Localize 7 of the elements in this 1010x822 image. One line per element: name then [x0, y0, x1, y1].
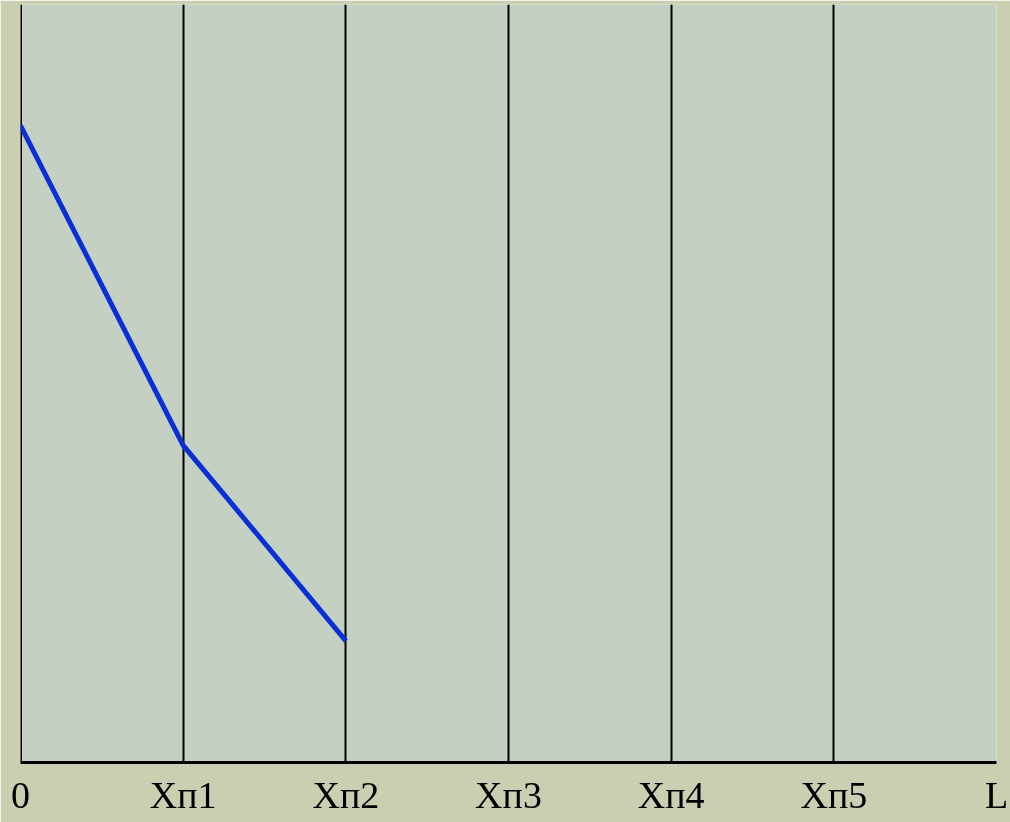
x-tick-label: Xп2: [312, 773, 380, 816]
x-tick-label: L: [984, 773, 1009, 816]
x-tick-label: Xп4: [637, 773, 705, 816]
x-tick-label: 0: [11, 773, 30, 816]
x-tick-label: Xп3: [475, 773, 542, 816]
x-tick-label: Xп1: [149, 773, 217, 816]
x-tick-label: Xп5: [800, 773, 868, 816]
